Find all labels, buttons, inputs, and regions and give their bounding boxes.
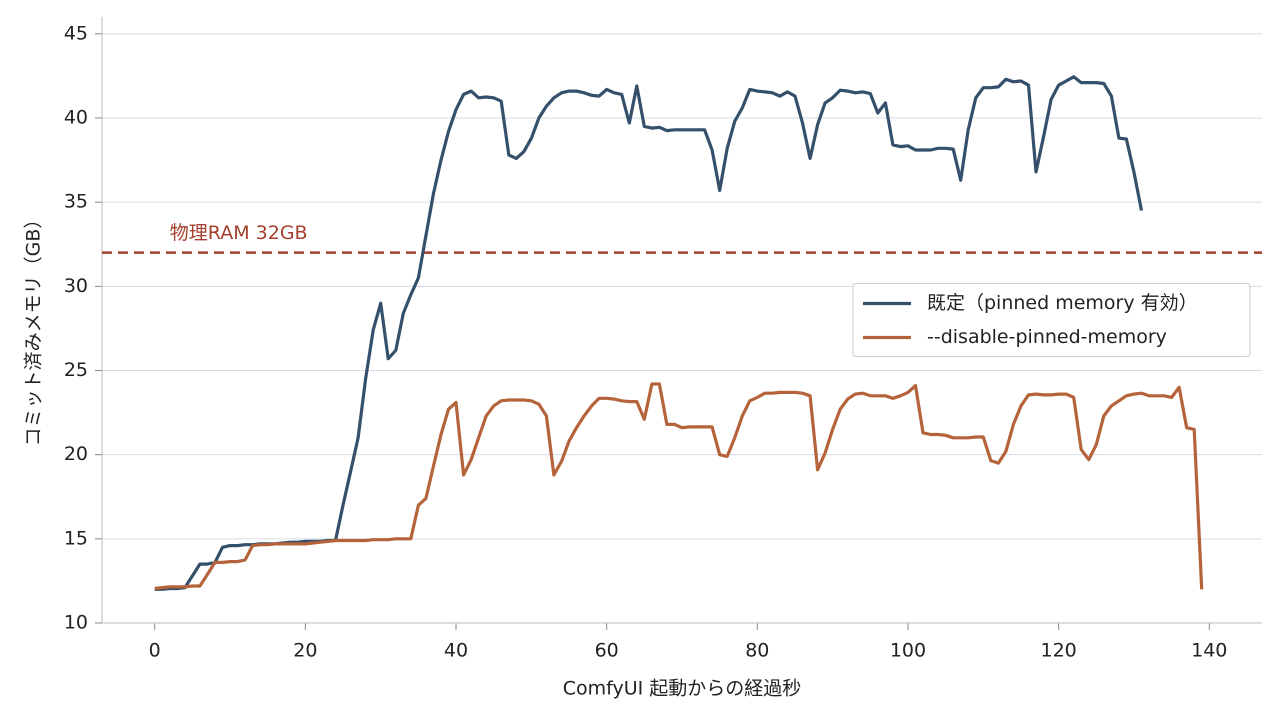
y-tick-label: 45 [64, 22, 88, 44]
x-tick-label: 40 [444, 640, 468, 662]
legend-label: 既定（pinned memory 有効） [927, 292, 1198, 314]
y-tick-label: 20 [64, 443, 88, 465]
y-axis-label: コミット済みメモリ（GB） [23, 210, 45, 447]
legend: 既定（pinned memory 有効） --disable-pinned-mem… [852, 283, 1251, 357]
y-tick-label: 30 [64, 275, 88, 297]
y-tick-label: 25 [64, 359, 88, 381]
y-tick-label: 35 [64, 191, 88, 213]
y-tick-label: 40 [64, 107, 88, 129]
x-tick-label: 80 [745, 640, 769, 662]
x-tick-label: 100 [890, 640, 926, 662]
x-tick-label: 20 [293, 640, 317, 662]
y-tick-label: 10 [64, 612, 88, 634]
legend-label: --disable-pinned-memory [927, 326, 1167, 348]
x-tick-label: 60 [595, 640, 619, 662]
y-tick-label: 15 [64, 527, 88, 549]
x-tick-label: 140 [1191, 640, 1227, 662]
series-line [154, 382, 1204, 591]
reference-label: 物理RAM 32GB [170, 222, 308, 244]
x-tick-label: 0 [149, 640, 161, 662]
x-axis-label: ComfyUI 起動からの経過秒 [563, 678, 802, 700]
legend-box [852, 283, 1251, 357]
x-tick-label: 120 [1040, 640, 1076, 662]
